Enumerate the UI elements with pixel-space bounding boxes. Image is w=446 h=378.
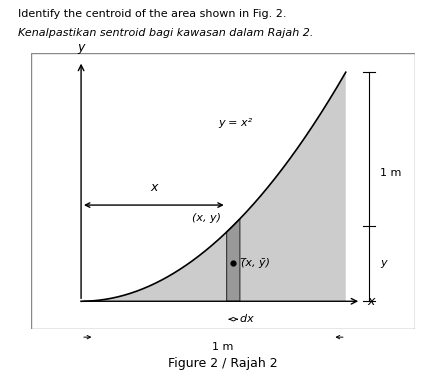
Text: y: y bbox=[78, 41, 85, 54]
Polygon shape bbox=[81, 72, 346, 301]
Text: Figure 2 / Rajah 2: Figure 2 / Rajah 2 bbox=[168, 358, 278, 370]
Text: x: x bbox=[150, 181, 157, 194]
Polygon shape bbox=[227, 219, 240, 301]
Text: y = x²: y = x² bbox=[219, 118, 253, 128]
Text: x: x bbox=[367, 295, 374, 308]
Text: Kenalpastikan sentroid bagi kawasan dalam Rajah 2.: Kenalpastikan sentroid bagi kawasan dala… bbox=[18, 28, 313, 38]
Text: Identify the centroid of the area shown in Fig. 2.: Identify the centroid of the area shown … bbox=[18, 9, 286, 19]
Text: 1 m: 1 m bbox=[212, 342, 234, 352]
Text: (x, y): (x, y) bbox=[192, 213, 221, 223]
Text: dx: dx bbox=[233, 314, 254, 324]
Text: 1 m: 1 m bbox=[380, 168, 402, 178]
Text: y: y bbox=[380, 259, 387, 268]
Text: (̅x, ȳ): (̅x, ȳ) bbox=[241, 259, 270, 268]
